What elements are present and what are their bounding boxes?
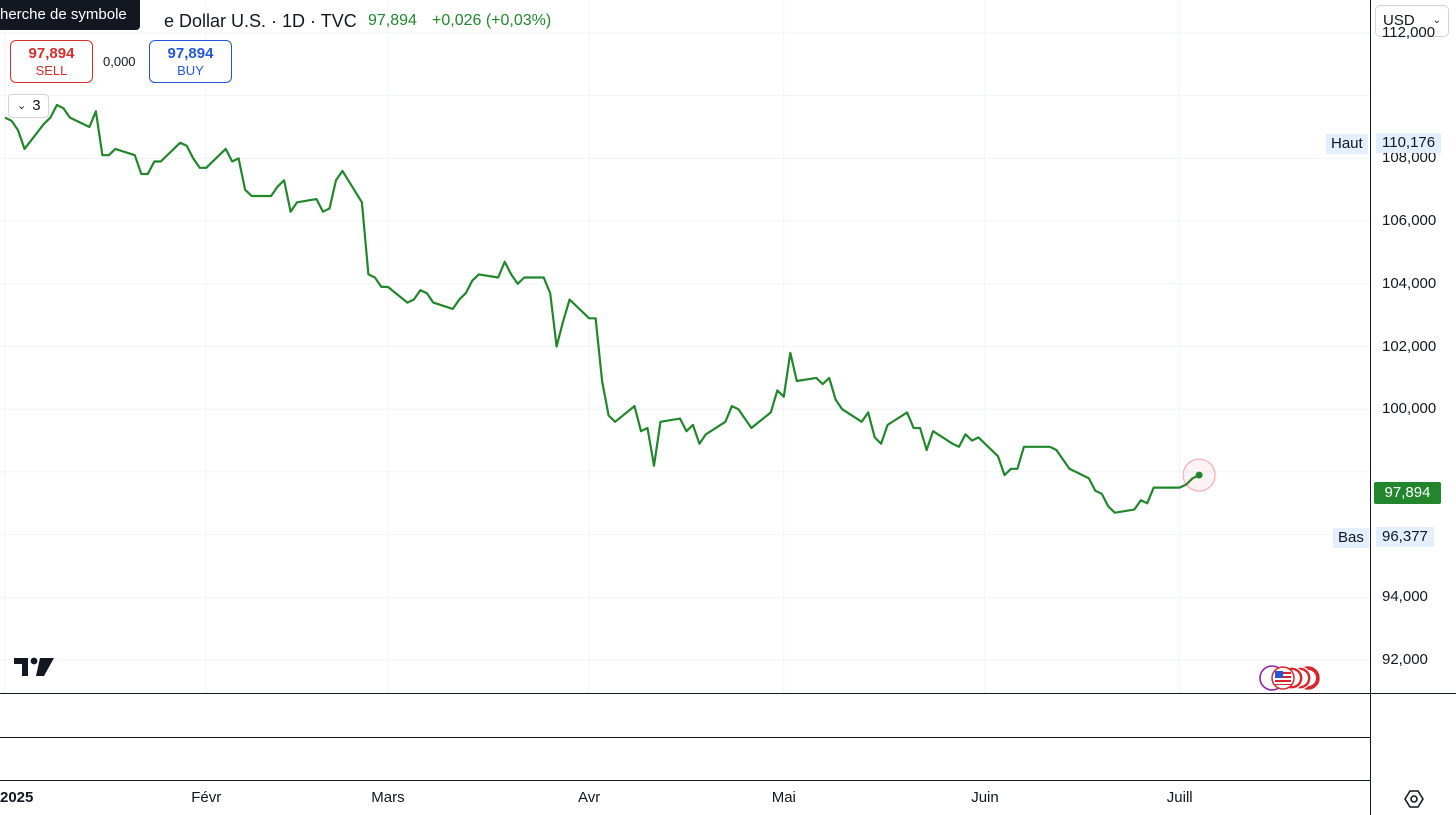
settings-icon[interactable] (1402, 787, 1426, 811)
tradingview-logo-icon[interactable] (14, 656, 54, 678)
y-tick-label: 104,000 (1382, 274, 1437, 292)
chevron-down-icon: ⌄ (1432, 15, 1441, 26)
high-value: 110,176 (1376, 133, 1442, 153)
sell-button[interactable]: 97,894 SELL (10, 40, 93, 83)
sell-price: 97,894 (28, 45, 75, 62)
x-tick-label: 2025 (0, 789, 34, 806)
x-tick-label: Mars (371, 789, 405, 806)
y-tick-label: 102,000 (1382, 337, 1437, 355)
y-tick-label: 106,000 (1382, 212, 1437, 230)
buy-button[interactable]: 97,894 BUY (149, 40, 232, 83)
price-line (4, 103, 1200, 514)
spread-value: 0,000 (103, 54, 136, 69)
us-flag-icon[interactable] (1258, 664, 1326, 692)
chart-grid (0, 0, 1370, 693)
y-tick-label: 108,000 (1382, 149, 1437, 167)
symbol-title[interactable]: e Dollar U.S. · 1D · TVC (164, 11, 357, 31)
low-value: 96,377 (1376, 527, 1434, 547)
x-tick-label: Févr (191, 789, 222, 806)
low-label: Bas (1333, 528, 1369, 548)
y-tick-label: 92,000 (1382, 651, 1428, 669)
buy-price: 97,894 (167, 45, 214, 62)
chevron-down-icon: ⌄ (17, 100, 27, 112)
y-tick-label: 94,000 (1382, 588, 1428, 606)
indicators-toggle-button[interactable]: ⌄ 3 (8, 94, 49, 118)
buy-label: BUY (177, 63, 204, 78)
currency-select[interactable]: USD ⌄ (1375, 5, 1449, 37)
x-tick-label: Avr (577, 789, 601, 806)
y-tick-label: 100,000 (1382, 400, 1437, 418)
indicators-count: 3 (32, 97, 41, 114)
legend-last-price: 97,894 (368, 12, 417, 29)
x-tick-label: Mai (771, 789, 796, 806)
sell-label: SELL (35, 63, 68, 78)
currency-value: USD (1383, 12, 1415, 29)
x-tick-label: Juill (1166, 789, 1193, 806)
price-series (4, 103, 1216, 514)
symbol-search-tooltip: herche de symbole (0, 0, 140, 30)
x-tick-label: Juin (971, 789, 999, 806)
legend-change: +0,026 (+0,03%) (432, 12, 552, 29)
y-tick-label: 112,000 (1382, 23, 1436, 41)
high-label: Haut (1326, 134, 1368, 154)
last-point-dot (1195, 471, 1203, 479)
last-price-label: 97,894 (1374, 482, 1441, 504)
